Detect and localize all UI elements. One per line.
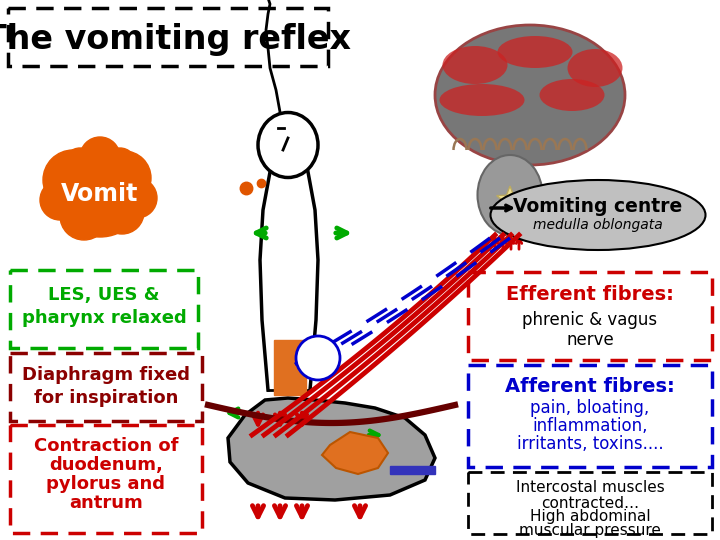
Bar — [10, 270, 198, 348]
Text: antrum: antrum — [69, 494, 143, 512]
Bar — [10, 425, 202, 533]
Circle shape — [104, 148, 136, 180]
Polygon shape — [228, 398, 435, 500]
Bar — [8, 8, 328, 66]
Text: muscular pressure: muscular pressure — [519, 523, 661, 537]
Ellipse shape — [477, 155, 542, 235]
Text: Vomit: Vomit — [61, 182, 139, 206]
Text: phrenic & vagus: phrenic & vagus — [523, 311, 657, 329]
Circle shape — [40, 180, 80, 220]
Text: medulla oblongata: medulla oblongata — [533, 218, 663, 232]
Bar — [10, 353, 202, 421]
Bar — [468, 272, 712, 360]
Ellipse shape — [567, 49, 623, 87]
Text: Efferent fibres:: Efferent fibres: — [506, 286, 674, 305]
Text: duodenum,: duodenum, — [49, 456, 163, 474]
Circle shape — [64, 148, 96, 180]
Circle shape — [60, 192, 108, 240]
Text: Afferent fibres:: Afferent fibres: — [505, 377, 675, 396]
Circle shape — [43, 150, 103, 210]
Ellipse shape — [490, 180, 706, 250]
Bar — [468, 472, 712, 534]
Circle shape — [117, 178, 157, 218]
Circle shape — [55, 147, 145, 237]
Text: pylorus and: pylorus and — [47, 475, 166, 493]
Circle shape — [296, 336, 340, 380]
Circle shape — [100, 190, 144, 234]
Ellipse shape — [258, 112, 318, 178]
Ellipse shape — [439, 84, 524, 116]
Polygon shape — [271, 175, 307, 390]
Ellipse shape — [443, 46, 508, 84]
Polygon shape — [274, 340, 306, 395]
Text: pain, bloating,: pain, bloating, — [531, 399, 649, 417]
Text: nerve: nerve — [566, 331, 614, 349]
Circle shape — [80, 137, 120, 177]
Text: Vomiting centre: Vomiting centre — [513, 197, 683, 215]
Text: pharynx relaxed: pharynx relaxed — [22, 309, 186, 327]
Ellipse shape — [435, 25, 625, 165]
Polygon shape — [497, 186, 523, 211]
Circle shape — [97, 151, 151, 205]
Text: contracted…: contracted… — [541, 496, 639, 510]
Ellipse shape — [498, 36, 572, 68]
Text: irritants, toxins....: irritants, toxins.... — [517, 435, 663, 453]
Polygon shape — [322, 432, 388, 474]
Polygon shape — [390, 466, 435, 474]
Text: Intercostal muscles: Intercostal muscles — [516, 480, 665, 495]
Ellipse shape — [539, 79, 605, 111]
Text: for inspiration: for inspiration — [34, 389, 178, 407]
Text: Diaphragm fixed: Diaphragm fixed — [22, 366, 190, 384]
Text: inflammation,: inflammation, — [532, 417, 648, 435]
Text: Contraction of: Contraction of — [34, 437, 179, 455]
Bar — [468, 365, 712, 467]
Text: High abdominal: High abdominal — [530, 510, 650, 524]
Text: LES, UES &: LES, UES & — [48, 286, 160, 304]
Text: The vomiting reflex: The vomiting reflex — [0, 24, 351, 57]
